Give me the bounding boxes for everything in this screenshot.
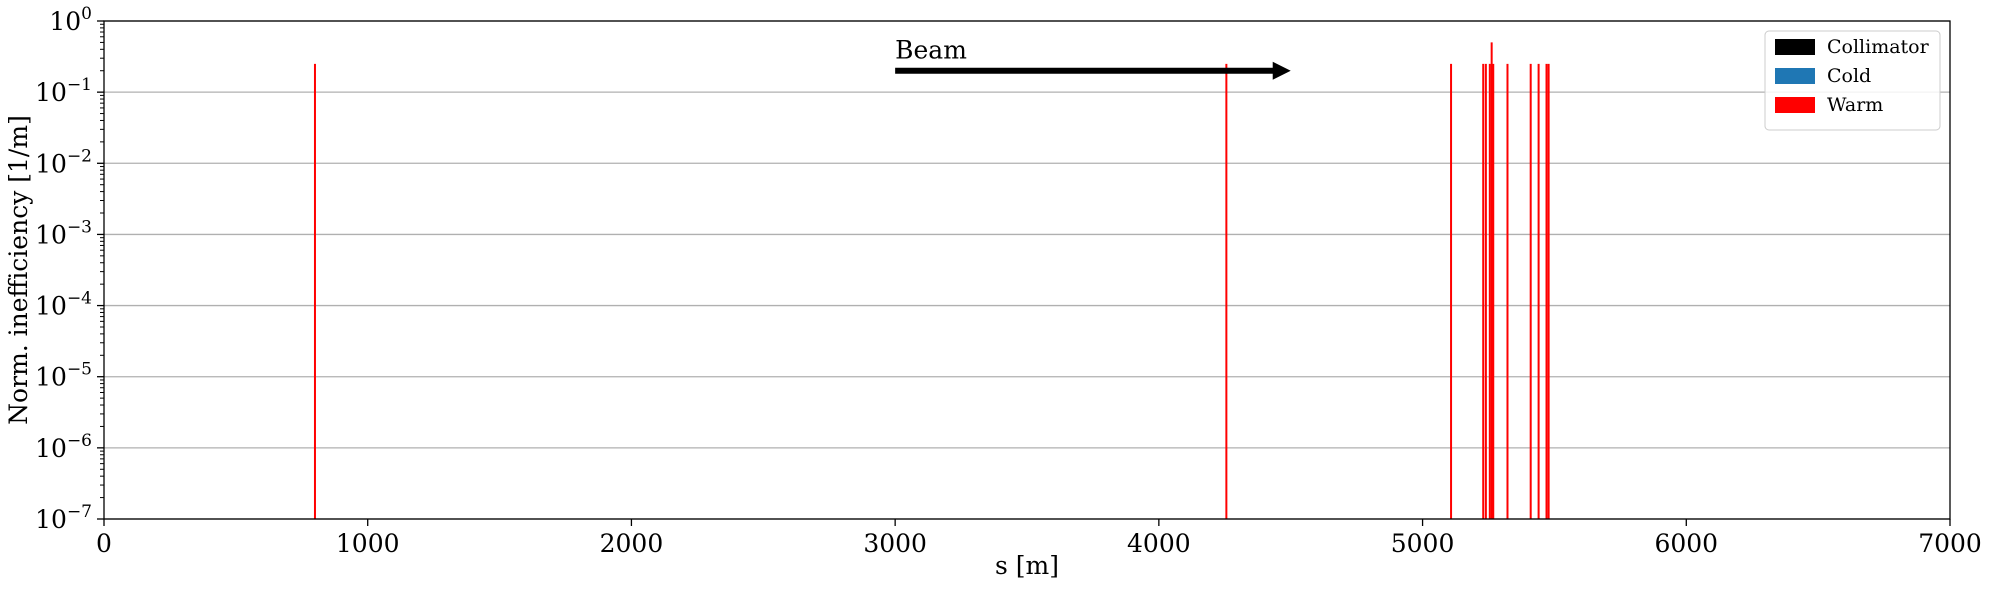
x-tick-label: 3000 [863,529,927,558]
legend: Collimator Cold Warm [1764,30,1941,131]
y-tick-label: 10−6 [35,431,92,463]
x-tick-label: 1000 [336,529,400,558]
legend-swatch-collimator [1775,39,1815,55]
y-tick-label: 10−3 [35,217,92,249]
x-tick-label: 5000 [1391,529,1455,558]
y-axis: 10−7 10−6 10−5 10−4 10−3 10−2 10−1 100 [35,4,104,534]
x-tick-label: 7000 [1918,529,1982,558]
legend-swatch-cold [1775,68,1815,84]
bars [313,42,1550,519]
x-tick-label: 2000 [600,529,664,558]
x-axis-label: s [m] [995,551,1059,580]
y-axis-label: Norm. inefficiency [1/m] [4,115,33,425]
y-tick-label: 10−7 [35,502,92,534]
x-tick-label: 6000 [1654,529,1718,558]
legend-label-warm: Warm [1827,94,1883,116]
legend-label-cold: Cold [1827,65,1871,87]
grid [104,20,1950,520]
legend-label-collimator: Collimator [1827,36,1930,58]
y-tick-label: 10−2 [35,146,92,178]
y-tick-label: 10−5 [35,360,92,392]
beam-arrow-head [1272,61,1291,80]
x-axis: 0 1000 2000 3000 4000 5000 6000 7000 [96,519,1982,558]
y-tick-label: 100 [49,4,92,36]
y-tick-label: 10−1 [35,75,92,107]
y-tick-label: 10−4 [35,289,92,321]
plot-frame [103,20,1951,520]
x-tick-label: 0 [96,529,112,558]
legend-swatch-warm [1775,97,1815,113]
beam-label: Beam [895,36,967,65]
x-tick-label: 4000 [1127,529,1191,558]
beam-annotation: Beam [895,36,1291,80]
